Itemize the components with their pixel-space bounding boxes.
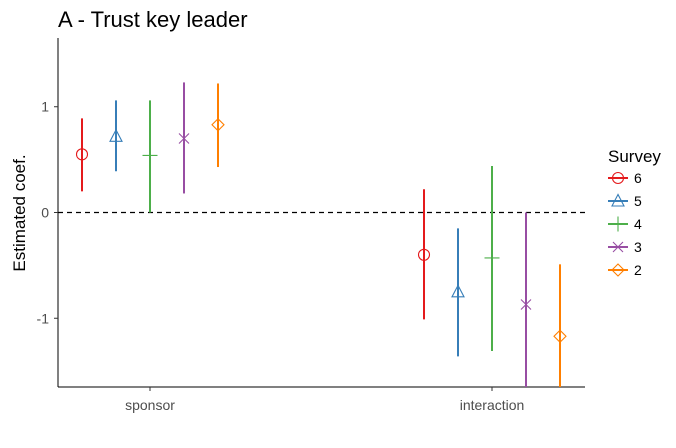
point-marker bbox=[484, 250, 500, 266]
legend-key-marker bbox=[611, 171, 625, 185]
point-marker bbox=[520, 299, 532, 310]
legend-key-marker bbox=[611, 193, 625, 207]
point-marker bbox=[178, 133, 190, 144]
x-tick-label: interaction bbox=[460, 397, 525, 413]
point-marker bbox=[211, 117, 225, 132]
legend-label: 5 bbox=[634, 193, 642, 209]
plot-area: -1 0 1 sponsor interaction bbox=[37, 38, 585, 413]
x-tick-label: sponsor bbox=[125, 397, 175, 413]
legend-title: Survey bbox=[608, 147, 661, 166]
y-tick-label: -1 bbox=[37, 310, 50, 326]
legend-key-marker bbox=[612, 241, 624, 253]
point-marker bbox=[451, 284, 465, 298]
chart-title: A - Trust key leader bbox=[58, 7, 248, 32]
legend-key-marker bbox=[610, 216, 626, 232]
point-marker bbox=[75, 148, 89, 161]
point-marker bbox=[142, 147, 158, 163]
legend-label: 3 bbox=[634, 239, 642, 255]
legend-label: 6 bbox=[634, 170, 642, 186]
legend-label: 2 bbox=[634, 262, 642, 278]
y-axis-label: Estimated coef. bbox=[10, 154, 29, 271]
point-marker bbox=[109, 128, 123, 142]
point-marker bbox=[553, 329, 567, 344]
point-marker bbox=[417, 248, 431, 261]
legend-key-marker bbox=[611, 263, 625, 277]
y-tick-label: 0 bbox=[41, 205, 49, 221]
legend: Survey 6 5 4 3 2 bbox=[608, 147, 661, 278]
y-tick-label: 1 bbox=[41, 99, 49, 115]
legend-label: 4 bbox=[634, 216, 642, 232]
